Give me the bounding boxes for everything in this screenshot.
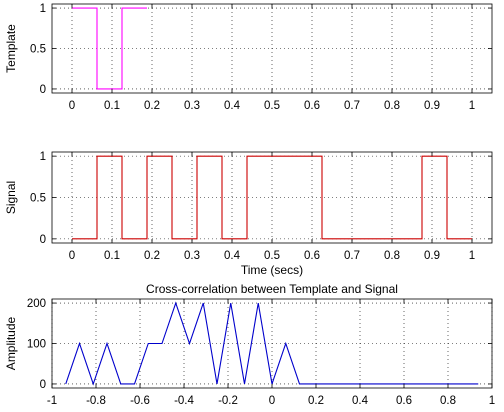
panel-2-series-line	[72, 155, 472, 240]
panel-3-y-tick-label: 100	[27, 339, 46, 351]
panel-2-x-tick-label: 0.9	[424, 250, 440, 262]
panel-3-x-tick-label: -0.6	[130, 395, 150, 407]
panel-2-x-tick-label: 0.8	[384, 250, 400, 262]
panel-2-x-tick-label: 0.7	[344, 250, 360, 262]
panel-1-x-tick-label: 0.3	[184, 100, 200, 112]
panel-1-x-tick-label: 0.4	[224, 100, 241, 112]
panel-2-x-tick-label: 0.3	[184, 250, 200, 262]
panel-1-x-tick-label: 0.2	[144, 100, 160, 112]
panel-3-y-axis-label: Amplitude	[4, 317, 18, 371]
panel-3-x-tick-label: 0.8	[440, 395, 456, 407]
panel-3-x-tick-label: -0.8	[86, 395, 106, 407]
panel-1-x-tick-label: 0.5	[264, 100, 280, 112]
panel-2-x-axis-label: Time (secs)	[241, 263, 303, 277]
panel-1-x-tick-label: 0.8	[384, 100, 400, 112]
panel-3-chart-title: Cross-correlation between Template and S…	[146, 282, 398, 296]
panel-1-x-tick-label: 0.9	[424, 100, 440, 112]
panel-2-y-tick-label: 0.5	[30, 193, 46, 205]
panel-1-series-line	[72, 7, 147, 90]
panel-3-x-tick-label: 0.6	[396, 395, 412, 407]
panel-2-x-tick-label: 0.4	[224, 250, 241, 262]
panel-2-x-tick-label: 0.5	[264, 250, 280, 262]
panel-1-x-tick-label: 1	[469, 100, 475, 112]
panel-1-x-tick-label: 0.6	[304, 100, 320, 112]
panel-1-x-tick-label: 0	[69, 100, 75, 112]
panel-3-x-tick-label: 0.2	[308, 395, 324, 407]
panel-3-y-tick-label: 0	[40, 379, 46, 391]
panel-3-x-tick-label: 1	[489, 395, 495, 407]
panel-1-y-tick-label: 0.5	[30, 44, 46, 56]
panel-1-x-tick-label: 0.7	[344, 100, 360, 112]
panel-2-y-tick-label: 1	[40, 151, 46, 163]
panel-1-y-tick-label: 1	[40, 3, 46, 15]
panel-2-x-tick-label: 0.6	[304, 250, 320, 262]
panel-3-y-tick-label: 200	[27, 298, 46, 310]
panel-3-x-tick-label: 0.4	[352, 395, 369, 407]
panel-2-x-tick-label: 0.2	[144, 250, 160, 262]
panel-2-x-tick-label: 0.1	[104, 250, 120, 262]
panel-2-y-tick-label: 0	[40, 234, 46, 246]
panel-1-x-tick-label: 0.1	[104, 100, 120, 112]
panel-3-x-tick-label: 0	[269, 395, 275, 407]
panel-3-x-tick-label: -0.4	[174, 395, 194, 407]
panel-2-x-tick-label: 0	[69, 250, 75, 262]
panel-3-x-tick-label: -1	[47, 395, 57, 407]
panel-2-y-axis-label: Signal	[4, 181, 18, 214]
panel-1-y-tick-label: 0	[40, 84, 46, 96]
panel-1-y-axis-label: Template	[4, 24, 18, 73]
panel-2-x-tick-label: 1	[469, 250, 475, 262]
panel-3-x-tick-label: -0.2	[218, 395, 238, 407]
